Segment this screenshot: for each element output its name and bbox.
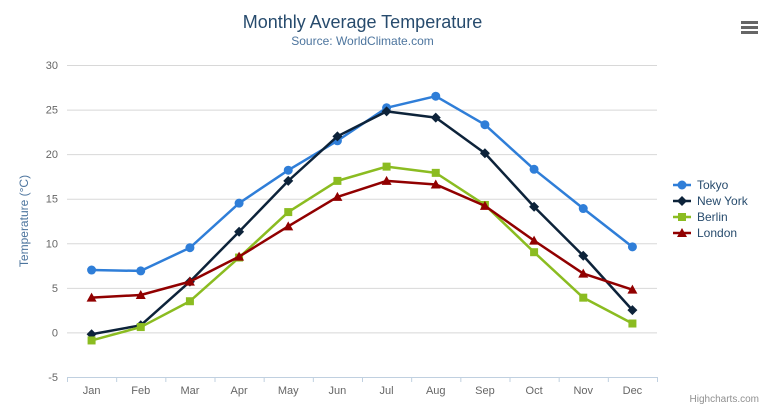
tokyo-point-oct[interactable] <box>529 164 539 174</box>
series-tokyo[interactable] <box>87 91 637 276</box>
london-point-mar[interactable] <box>184 276 195 286</box>
legend-label: London <box>697 226 738 240</box>
berlin-point-nov[interactable] <box>579 293 588 302</box>
tokyo-point-feb[interactable] <box>136 266 146 276</box>
legend: Tokyo New York Berlin London <box>672 177 748 241</box>
new-york-point-sep[interactable] <box>479 148 490 159</box>
tokyo-point-aug[interactable] <box>431 91 441 101</box>
legend-marker-triangle-icon <box>673 228 691 237</box>
x-axis-label-oct: Oct <box>526 385 543 397</box>
series-london[interactable] <box>86 175 638 302</box>
tokyo-point-jan[interactable] <box>87 265 97 275</box>
berlin-point-jul[interactable] <box>382 162 391 171</box>
x-axis-label-may: May <box>278 385 299 397</box>
london-point-oct[interactable] <box>529 235 540 245</box>
series-new-york[interactable] <box>86 106 638 340</box>
legend-item-tokyo[interactable]: Tokyo <box>672 177 748 193</box>
berlin-point-feb[interactable] <box>136 323 145 332</box>
y-axis-label-0: 0 <box>52 327 58 339</box>
tokyo-point-apr[interactable] <box>234 198 244 208</box>
berlin-point-aug[interactable] <box>431 168 440 177</box>
legend-marker-square-icon <box>673 213 691 221</box>
legend-item-london[interactable]: London <box>672 225 748 241</box>
y-axis-label-30: 30 <box>46 60 58 72</box>
y-axis-label-5: 5 <box>52 283 58 295</box>
london-point-jun[interactable] <box>332 191 343 201</box>
y-axis-label-10: 10 <box>46 238 58 250</box>
x-axis-label-sep: Sep <box>475 385 495 397</box>
berlin-point-mar[interactable] <box>185 297 194 306</box>
x-axis-label-aug: Aug <box>426 385 446 397</box>
new-york-point-aug[interactable] <box>430 112 441 123</box>
london-point-sep[interactable] <box>479 200 490 210</box>
chart-title: Monthly Average Temperature <box>242 12 483 32</box>
tokyo-point-sep[interactable] <box>480 120 490 130</box>
x-axis-label-jun: Jun <box>329 385 347 397</box>
new-york-point-jul[interactable] <box>381 106 392 117</box>
legend-label: Tokyo <box>697 178 729 192</box>
new-york-point-apr[interactable] <box>234 226 245 237</box>
series-line-tokyo <box>90 94 634 273</box>
london-point-jul[interactable] <box>381 175 392 185</box>
legend-label: Berlin <box>697 210 728 224</box>
london-point-may[interactable] <box>283 221 294 231</box>
y-axis-label-25: 25 <box>46 105 58 117</box>
london-point-apr[interactable] <box>234 251 245 261</box>
berlin-point-jan[interactable] <box>87 336 96 345</box>
series-line-new-york <box>90 110 634 336</box>
y-axis-label-20: 20 <box>46 149 58 161</box>
x-axis-label-apr: Apr <box>231 385 248 397</box>
y-axis-label--5: -5 <box>48 372 58 384</box>
x-axis-label-dec: Dec <box>623 385 643 397</box>
new-york-point-may[interactable] <box>283 175 294 186</box>
legend-item-berlin[interactable]: Berlin <box>672 209 748 225</box>
berlin-point-jun[interactable] <box>333 176 342 185</box>
x-axis-label-jan: Jan <box>83 385 101 397</box>
tokyo-point-nov[interactable] <box>578 204 588 214</box>
berlin-point-may[interactable] <box>284 208 293 217</box>
x-axis-label-nov: Nov <box>573 385 593 397</box>
y-axis-label-15: 15 <box>46 194 58 206</box>
london-point-feb[interactable] <box>135 289 146 299</box>
london-point-jan[interactable] <box>86 292 97 302</box>
london-point-aug[interactable] <box>430 179 441 189</box>
hamburger-bar <box>741 21 758 24</box>
new-york-point-jun[interactable] <box>332 131 343 142</box>
x-axis-label-mar: Mar <box>180 385 199 397</box>
tokyo-point-dec[interactable] <box>627 242 637 252</box>
new-york-point-nov[interactable] <box>578 250 589 261</box>
london-point-dec[interactable] <box>627 284 638 294</box>
berlin-point-dec[interactable] <box>628 319 637 328</box>
hamburger-menu-icon[interactable] <box>741 21 758 34</box>
x-axis-label-jul: Jul <box>380 385 394 397</box>
hamburger-bar <box>741 31 758 34</box>
y-axis-title: Temperature (°C) <box>17 174 31 268</box>
legend-item-new-york[interactable]: New York <box>672 193 748 209</box>
new-york-point-oct[interactable] <box>529 201 540 212</box>
berlin-point-oct[interactable] <box>530 248 539 257</box>
legend-marker-diamond-icon <box>673 196 691 206</box>
london-point-nov[interactable] <box>578 268 589 278</box>
series-line-london <box>90 179 634 299</box>
series-line-berlin <box>90 165 634 342</box>
hamburger-bar <box>741 26 758 29</box>
legend-label: New York <box>697 194 748 208</box>
legend-marker-circle-icon <box>673 180 691 190</box>
tokyo-point-may[interactable] <box>283 165 293 175</box>
tokyo-point-mar[interactable] <box>185 243 195 253</box>
chart-subtitle: Source: WorldClimate.com <box>291 34 434 48</box>
x-axis-label-feb: Feb <box>131 385 150 397</box>
new-york-point-dec[interactable] <box>627 305 638 316</box>
highcharts-credits-link[interactable]: Highcharts.com <box>689 394 759 405</box>
